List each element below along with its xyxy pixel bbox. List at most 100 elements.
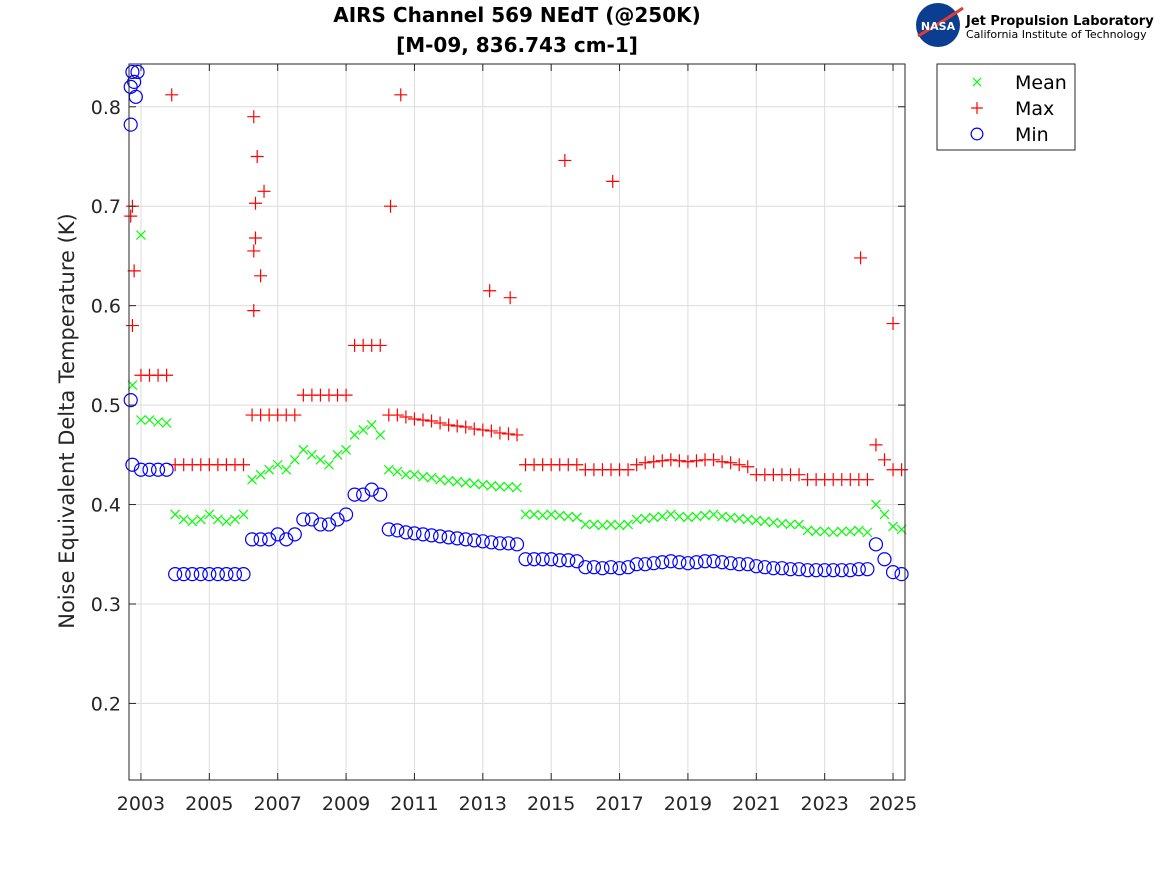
max-point (707, 453, 721, 467)
min-point (569, 554, 584, 569)
mean-point (742, 514, 753, 525)
min-point (475, 534, 490, 549)
mean-point (298, 444, 309, 455)
mean-point (443, 475, 454, 486)
min-point (612, 561, 627, 576)
max-point (638, 456, 652, 470)
mean-point (392, 466, 403, 477)
min-point (646, 556, 661, 571)
mean-point (315, 454, 326, 465)
mean-point (888, 521, 898, 532)
legend: Mean Max Min (936, 63, 1076, 151)
mean-point (494, 481, 505, 492)
min-point (629, 557, 644, 572)
legend-marker-max-icon (971, 102, 983, 114)
max-point (459, 420, 473, 434)
min-point (424, 528, 439, 543)
legend-box (936, 63, 1076, 151)
min-outlier-point (123, 117, 138, 132)
mean-point (366, 420, 377, 430)
mean-point (845, 526, 856, 537)
min-point (347, 487, 362, 502)
min-point (227, 567, 243, 582)
min-point (390, 523, 405, 538)
min-point (193, 567, 208, 582)
max-outlier-point (503, 291, 517, 305)
y-tick-label: 0.4 (91, 495, 121, 517)
mean-point (725, 512, 736, 523)
max-outlier-point (854, 251, 868, 265)
mean-point (204, 509, 215, 520)
min-point (509, 537, 525, 552)
max-outlier-point (248, 196, 262, 210)
max-outlier-point (384, 199, 398, 213)
min-outlier-point (123, 393, 138, 408)
legend-label-min: Min (1015, 124, 1049, 146)
min-point (321, 517, 337, 532)
nasa-badge-text: NASA (921, 20, 956, 33)
min-point (809, 563, 824, 578)
max-point (399, 410, 413, 424)
max-point (160, 368, 174, 382)
mean-point (161, 418, 172, 428)
mean-point (358, 425, 369, 435)
data-marks (123, 64, 909, 582)
mean-point (332, 449, 343, 460)
mean-point (247, 474, 257, 485)
min-point (894, 567, 909, 582)
max-point (493, 426, 507, 440)
x-tick-label: 2003 (117, 793, 165, 815)
min-point (860, 562, 875, 577)
max-point (407, 412, 421, 426)
mean-point (460, 477, 471, 488)
min-point (373, 487, 388, 502)
min-point (492, 536, 508, 551)
min-point (219, 567, 234, 582)
min-point (338, 507, 354, 522)
mean-point (648, 512, 659, 523)
mean-point (178, 514, 189, 525)
mean-point (264, 464, 275, 475)
min-outlier-point (130, 64, 145, 80)
max-point (125, 319, 139, 333)
mean-point (272, 459, 283, 470)
legend-label-mean: Mean (1015, 72, 1067, 94)
min-point (159, 462, 174, 477)
min-point (603, 560, 619, 575)
mean-point (195, 514, 206, 525)
mean-point (751, 515, 762, 526)
mean-point (614, 520, 625, 531)
mean-outlier-point (136, 230, 146, 240)
max-point (630, 458, 644, 472)
nasa-swoosh-icon (917, 6, 964, 38)
min-point (578, 560, 593, 575)
series-max (124, 88, 909, 487)
mean-point (187, 516, 198, 527)
mean-point (503, 481, 514, 492)
max-point (895, 463, 909, 477)
mean-point (306, 449, 317, 460)
max-outlier-point (248, 231, 262, 245)
max-outlier-point (127, 264, 141, 278)
legend-label-max: Max (1015, 98, 1054, 120)
chart-subtitle: [M-09, 836.743 cm-1] (396, 33, 638, 57)
min-point (826, 563, 841, 578)
mean-point (802, 525, 813, 536)
max-point (877, 453, 891, 467)
max-point (484, 424, 498, 438)
max-point (621, 463, 635, 477)
min-point (535, 552, 550, 567)
mean-point (212, 514, 223, 525)
min-point (518, 552, 533, 567)
mean-point (486, 480, 497, 491)
min-point (749, 559, 764, 574)
max-point (664, 453, 678, 467)
max-outlier-point (483, 284, 497, 298)
min-point (415, 527, 431, 542)
mean-point (238, 509, 249, 520)
max-point (681, 455, 695, 469)
x-tick-label: 2009 (322, 793, 370, 815)
min-point (236, 567, 251, 582)
mean-point (537, 510, 548, 521)
mean-point (400, 469, 411, 480)
